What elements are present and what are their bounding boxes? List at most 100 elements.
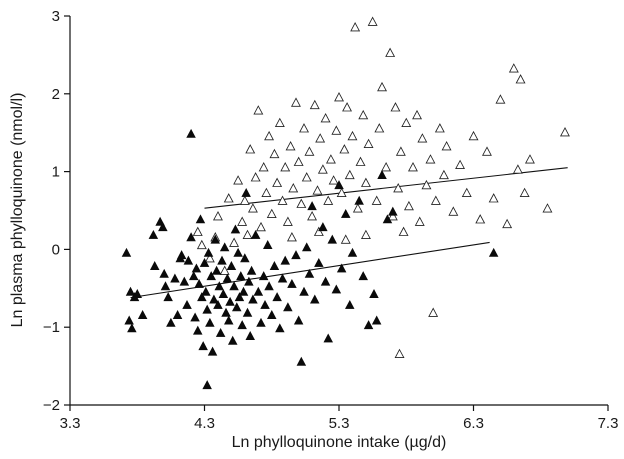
open-triangle-point xyxy=(381,161,392,172)
open-triangle-point xyxy=(515,74,526,84)
filled-triangle-point xyxy=(207,346,218,356)
open-triangle-point xyxy=(258,161,269,172)
filled-triangle-point xyxy=(125,286,136,296)
open-triangle-point xyxy=(261,187,272,198)
open-triangle-point xyxy=(219,265,230,275)
filled-triangle-point xyxy=(307,201,317,211)
filled-triangle-point xyxy=(302,242,312,252)
open-triangle-point xyxy=(242,229,253,240)
regression-line xyxy=(204,167,568,209)
open-triangle-point xyxy=(387,210,398,221)
open-triangle-point xyxy=(264,130,275,141)
filled-triangle-point xyxy=(263,240,273,249)
filled-triangle-point xyxy=(382,214,393,224)
filled-triangle-point xyxy=(237,320,247,330)
open-triangle-point xyxy=(317,164,328,174)
open-triangle-point xyxy=(417,133,428,143)
filled-triangle-point xyxy=(218,289,229,299)
open-triangle-point xyxy=(360,229,371,240)
open-triangle-point xyxy=(360,177,371,187)
filled-triangle-point xyxy=(377,170,387,179)
x-tick-label: 6.3 xyxy=(463,415,484,432)
filled-triangle-point xyxy=(194,278,204,288)
open-triangle-point xyxy=(363,138,374,149)
filled-triangle-point xyxy=(291,250,301,260)
x-tick-label: 4.3 xyxy=(194,415,215,432)
filled-triangle-point xyxy=(172,310,183,320)
y-tick-label: 3 xyxy=(52,8,60,25)
open-triangle-point xyxy=(401,117,412,128)
open-triangle-point xyxy=(301,172,312,182)
filled-triangle-point xyxy=(211,265,222,275)
filled-triangle-point xyxy=(283,302,293,312)
filled-triangle-point xyxy=(234,292,245,302)
open-triangle-point xyxy=(347,130,358,141)
open-triangle-point xyxy=(358,109,369,120)
open-triangle-point xyxy=(344,169,355,180)
open-triangle-point xyxy=(512,164,523,174)
filled-triangle-point xyxy=(176,250,187,260)
y-axis-title: Ln plasma phylloquinone (nmol/l) xyxy=(9,93,26,328)
open-triangle-point xyxy=(312,185,323,195)
open-triangle-point xyxy=(508,63,519,73)
filled-triangle-point xyxy=(121,247,132,257)
open-triangle-point xyxy=(239,195,250,205)
tick-marks xyxy=(64,15,609,411)
open-triangle-point xyxy=(204,252,215,263)
filled-triangle-point xyxy=(226,261,237,271)
filled-triangle-point xyxy=(224,315,234,325)
filled-triangle-point xyxy=(287,278,297,288)
filled-triangle-point xyxy=(334,180,344,190)
open-triangle-point xyxy=(192,226,203,236)
filled-triangle-point xyxy=(163,292,173,302)
open-triangle-point xyxy=(393,182,404,193)
open-triangle-point xyxy=(394,348,405,359)
open-triangle-point xyxy=(237,216,248,226)
filled-triangle-point xyxy=(197,292,207,302)
filled-triangle-point xyxy=(225,296,235,306)
open-triangle-point xyxy=(371,195,382,205)
filled-triangle-point xyxy=(231,302,242,312)
open-triangle-point xyxy=(425,154,436,164)
filled-triangle-point xyxy=(186,128,196,138)
open-triangle-point xyxy=(304,146,315,156)
filled-triangle-point xyxy=(192,325,203,335)
filled-triangle-point xyxy=(272,292,282,302)
filled-triangle-point xyxy=(293,315,304,325)
axes xyxy=(69,16,608,406)
open-triangle-point xyxy=(495,94,506,104)
filled-triangle-point xyxy=(256,317,266,327)
open-triangle-point xyxy=(255,221,266,232)
open-triangle-point xyxy=(253,105,264,115)
filled-triangle-point xyxy=(236,271,246,281)
filled-triangle-point xyxy=(327,234,337,244)
filled-triangle-point xyxy=(344,299,355,309)
open-triangle-point xyxy=(352,203,363,213)
open-triangle-point xyxy=(223,193,234,203)
filled-triangle-point xyxy=(246,265,257,275)
y-tick-label: 0 xyxy=(52,241,60,258)
open-triangle-point xyxy=(385,47,396,57)
filled-triangle-point xyxy=(150,261,160,271)
open-triangle-point xyxy=(342,102,353,112)
open-triangle-point xyxy=(461,187,472,198)
open-triangle-point xyxy=(339,144,350,154)
filled-triangle-point xyxy=(209,294,219,304)
open-triangle-point xyxy=(519,187,530,198)
filled-triangle-point xyxy=(318,222,328,232)
open-triangle-point xyxy=(325,154,336,164)
open-triangle-point xyxy=(395,146,406,156)
filled-triangle-point xyxy=(320,276,331,286)
open-triangle-point xyxy=(266,208,277,219)
filled-triangle-point xyxy=(264,281,274,291)
open-triangle-point xyxy=(374,123,385,133)
filled-triangle-point xyxy=(230,224,241,234)
open-triangle-point xyxy=(250,172,261,182)
filled-triangle-point xyxy=(488,247,499,257)
open-triangle-point xyxy=(434,123,445,133)
open-triangle-point xyxy=(488,193,499,203)
open-triangle-point xyxy=(277,195,288,205)
open-triangle-point xyxy=(334,91,345,102)
open-triangle-point xyxy=(481,146,492,156)
